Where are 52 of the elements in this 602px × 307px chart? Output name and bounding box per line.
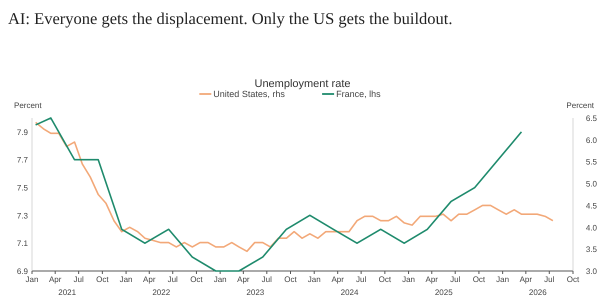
y-tick-label: 6.9 [16, 267, 29, 276]
y-tick-label: 7.9 [16, 128, 29, 137]
y-tick-label: 7.5 [16, 184, 29, 193]
text: 2021 [58, 288, 77, 297]
x-tick-label: Apr [520, 275, 532, 284]
x-tick-label: Jan [308, 275, 321, 284]
x-tick-label: Oct [96, 275, 110, 284]
text: 2022 [152, 288, 171, 297]
x-tick-label: Jan [496, 275, 510, 284]
chart-subtitle: Unemployment rate [254, 78, 350, 90]
x-tick-label: Apr [48, 275, 62, 284]
y2-tick-label: 4.0 [586, 223, 598, 232]
y2-tick-label: 4.5 [586, 201, 598, 210]
y2-tick-label: 3.0 [586, 267, 598, 276]
x-tick-label: Apr [331, 275, 344, 284]
text: 2024 [340, 288, 359, 297]
x-tick-label: Oct [566, 275, 580, 284]
legend-label: United States, rhs [213, 89, 286, 99]
y-tick-label: 7.7 [16, 156, 29, 165]
x-tick-label: Oct [284, 275, 298, 284]
y2-tick-label: 6.0 [586, 136, 598, 145]
x-tick-label: Jul [168, 275, 178, 284]
line-series [34, 117, 522, 272]
chart-title: AI: Everyone gets the displacement. Only the US gets the buildout. [8, 9, 452, 28]
y2-tick-label: 5.0 [586, 180, 598, 189]
y-tick-label: 7.1 [16, 239, 29, 248]
x-tick-label: Jul [544, 275, 555, 284]
x-tick-label: Oct [472, 275, 486, 284]
text: 2023 [246, 288, 265, 297]
x-tick-label: Jul [74, 275, 84, 284]
x-tick-label: Oct [190, 275, 204, 284]
x-tick-label: Oct [378, 275, 392, 284]
y2-tick-label: 6.5 [586, 114, 598, 123]
x-tick-label: Jul [262, 275, 272, 284]
x-tick-label: Jan [26, 275, 38, 284]
x-tick-label: Jan [120, 275, 133, 284]
x-tick-label: Jan [214, 275, 227, 284]
line-series [34, 122, 554, 252]
x-tick-label: Apr [426, 275, 438, 284]
y2-tick-label: 5.5 [586, 158, 598, 167]
y2-tick-label: 3.5 [586, 245, 598, 254]
x-tick-label: Jan [402, 275, 416, 284]
text: 2026 [528, 288, 548, 297]
y-tick-label: 7.3 [16, 211, 29, 220]
x-tick-label: Jul [356, 275, 366, 284]
y2-axis-title: Percent [566, 101, 595, 110]
x-tick-label: Apr [143, 275, 156, 284]
x-tick-label: Apr [237, 275, 250, 284]
legend-label: France, lhs [336, 89, 382, 99]
text: 2025 [434, 288, 454, 297]
y-axis-title: Percent [14, 101, 42, 110]
x-tick-label: Jul [450, 275, 461, 284]
